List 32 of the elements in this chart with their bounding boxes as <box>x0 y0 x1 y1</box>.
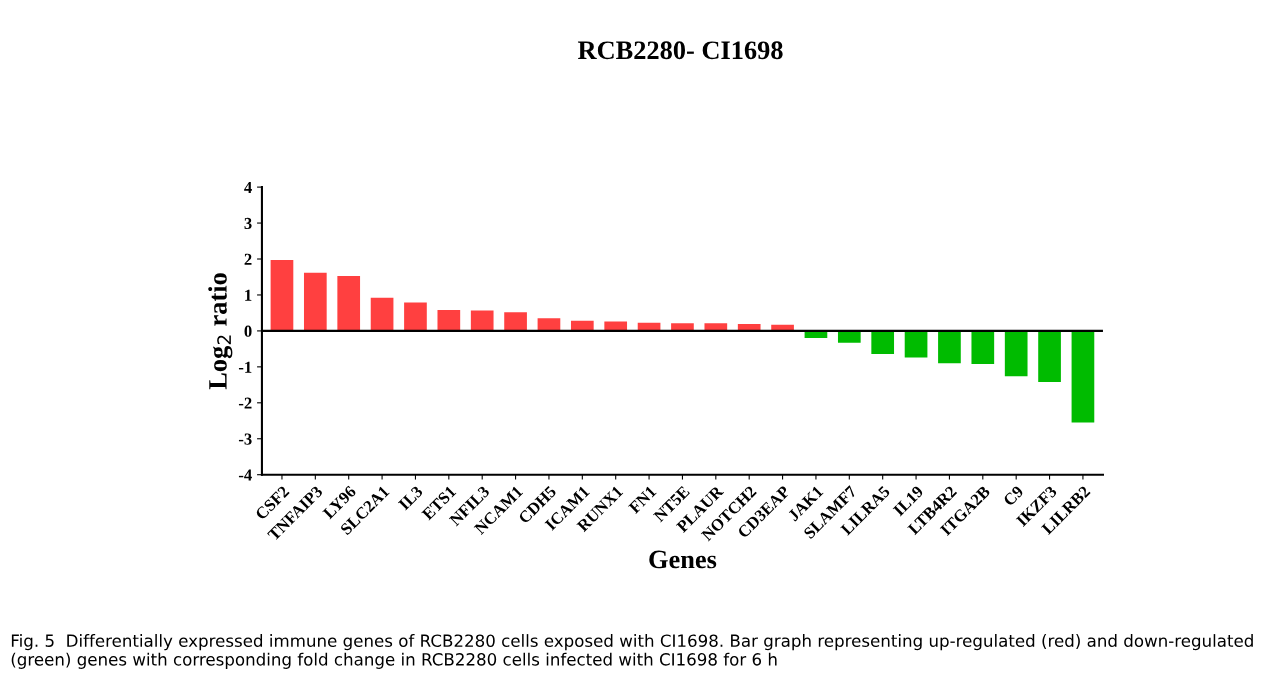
y-tick-label: -3 <box>238 433 252 445</box>
x-axis-title: Genes <box>649 550 717 569</box>
y-tick-label: -2 <box>238 397 252 409</box>
y-axis-title: Log$_{2}$ ratio <box>208 273 233 390</box>
bar <box>504 312 527 331</box>
bar <box>871 330 895 354</box>
bar <box>437 310 461 331</box>
bar <box>337 275 361 331</box>
y-tick-label: -4 <box>238 469 252 481</box>
bar <box>303 272 327 331</box>
y-tick-label: 4 <box>244 181 252 193</box>
bar <box>537 318 561 331</box>
y-tick-label: 3 <box>244 217 252 230</box>
bar <box>370 297 394 331</box>
bar <box>837 330 861 343</box>
y-tick-label: 1 <box>245 289 252 301</box>
bar <box>1004 330 1028 377</box>
bar <box>904 330 928 358</box>
bar <box>470 310 494 331</box>
bar <box>404 302 427 331</box>
y-tick-label: 2 <box>244 253 252 265</box>
x-tick-label: IL3 <box>397 485 424 511</box>
chart-title: RCB2280- CI1698 <box>577 41 783 60</box>
caption: Fig. 5 Differentially expressed immune genes of RCB2280 cells exposed with CI1698. Bar graph representing up-regulated (red) and down-regulated (green) genes with corresponding fold change in RCB2280 cells infected with CI1698 for 6 h <box>11 634 1253 669</box>
bar <box>570 320 594 331</box>
bar <box>1038 330 1061 382</box>
bar <box>1071 330 1095 423</box>
bar <box>270 260 294 331</box>
bar <box>938 330 961 364</box>
bar <box>971 330 995 364</box>
y-tick-label: 0 <box>244 325 252 337</box>
y-tick-label: -1 <box>238 361 252 373</box>
